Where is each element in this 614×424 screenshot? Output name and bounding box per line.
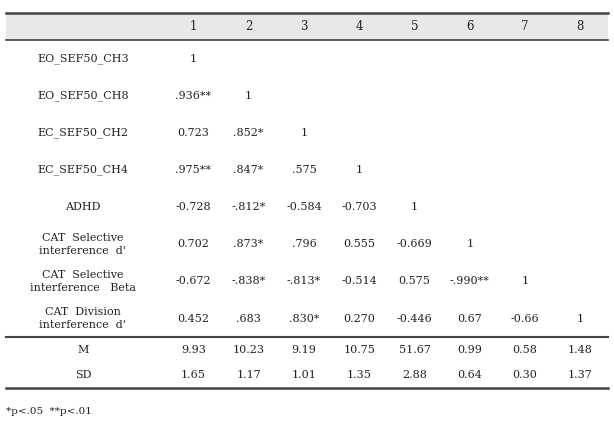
Text: .796: .796 <box>292 239 316 249</box>
Text: .847*: .847* <box>233 165 264 175</box>
Text: 1.35: 1.35 <box>347 370 371 380</box>
Text: -.838*: -.838* <box>231 276 266 287</box>
Text: 0.99: 0.99 <box>457 345 482 355</box>
Text: -0.446: -0.446 <box>397 313 432 324</box>
Text: 0.555: 0.555 <box>343 239 375 249</box>
Text: 9.19: 9.19 <box>292 345 316 355</box>
Text: SD: SD <box>75 370 91 380</box>
Text: 1.48: 1.48 <box>568 345 593 355</box>
Text: EO_SEF50_CH3: EO_SEF50_CH3 <box>37 53 129 64</box>
Text: 5: 5 <box>411 20 418 33</box>
Text: 51.67: 51.67 <box>398 345 430 355</box>
Text: 0.575: 0.575 <box>398 276 430 287</box>
Text: 9.93: 9.93 <box>181 345 206 355</box>
Text: 0.30: 0.30 <box>513 370 537 380</box>
Text: 1.37: 1.37 <box>568 370 593 380</box>
Text: -.990**: -.990** <box>450 276 489 287</box>
Text: 0.723: 0.723 <box>177 128 209 138</box>
Text: 1.65: 1.65 <box>181 370 206 380</box>
Text: -0.672: -0.672 <box>176 276 211 287</box>
Text: 1.17: 1.17 <box>236 370 261 380</box>
Text: 1: 1 <box>300 128 308 138</box>
Text: 1: 1 <box>577 313 584 324</box>
Text: 1: 1 <box>521 276 529 287</box>
Text: 0.67: 0.67 <box>457 313 482 324</box>
Text: 1.01: 1.01 <box>292 370 316 380</box>
Text: 1: 1 <box>411 202 418 212</box>
Text: 0.702: 0.702 <box>177 239 209 249</box>
Text: 7: 7 <box>521 20 529 33</box>
Text: -.812*: -.812* <box>231 202 266 212</box>
Text: 1: 1 <box>356 165 363 175</box>
Text: -0.66: -0.66 <box>511 313 539 324</box>
Text: 1: 1 <box>190 20 197 33</box>
Text: .852*: .852* <box>233 128 264 138</box>
Text: -0.584: -0.584 <box>286 202 322 212</box>
Text: -0.703: -0.703 <box>341 202 377 212</box>
Text: .975**: .975** <box>176 165 211 175</box>
Text: CAT  Selective
interference   Beta: CAT Selective interference Beta <box>30 270 136 293</box>
Text: .936**: .936** <box>176 91 211 101</box>
Text: 0.64: 0.64 <box>457 370 482 380</box>
Text: .683: .683 <box>236 313 261 324</box>
Text: CAT  Division
interference  d': CAT Division interference d' <box>39 307 126 330</box>
Text: 10.75: 10.75 <box>343 345 375 355</box>
Text: -.813*: -.813* <box>287 276 321 287</box>
Text: -0.514: -0.514 <box>341 276 377 287</box>
Text: 0.452: 0.452 <box>177 313 209 324</box>
Text: -0.669: -0.669 <box>397 239 432 249</box>
Text: M: M <box>77 345 88 355</box>
Text: 10.23: 10.23 <box>233 345 265 355</box>
Text: 8: 8 <box>577 20 584 33</box>
Bar <box>6 13 608 40</box>
Text: 6: 6 <box>466 20 473 33</box>
Text: CAT  Selective
interference  d': CAT Selective interference d' <box>39 233 126 256</box>
Text: 1: 1 <box>190 54 197 64</box>
Text: EC_SEF50_CH4: EC_SEF50_CH4 <box>37 165 128 176</box>
Text: 2.88: 2.88 <box>402 370 427 380</box>
Text: 1: 1 <box>245 91 252 101</box>
Text: 0.58: 0.58 <box>513 345 537 355</box>
Text: 1: 1 <box>466 239 473 249</box>
Text: ADHD: ADHD <box>65 202 101 212</box>
Text: .575: .575 <box>292 165 316 175</box>
Text: EC_SEF50_CH2: EC_SEF50_CH2 <box>37 128 128 138</box>
Text: 4: 4 <box>356 20 363 33</box>
Text: 0.270: 0.270 <box>343 313 375 324</box>
Text: 2: 2 <box>245 20 252 33</box>
Text: 3: 3 <box>300 20 308 33</box>
Text: -0.728: -0.728 <box>176 202 211 212</box>
Text: .830*: .830* <box>289 313 319 324</box>
Text: EO_SEF50_CH8: EO_SEF50_CH8 <box>37 91 129 101</box>
Text: .873*: .873* <box>233 239 264 249</box>
Text: *p<.05  **p<.01: *p<.05 **p<.01 <box>6 407 92 416</box>
